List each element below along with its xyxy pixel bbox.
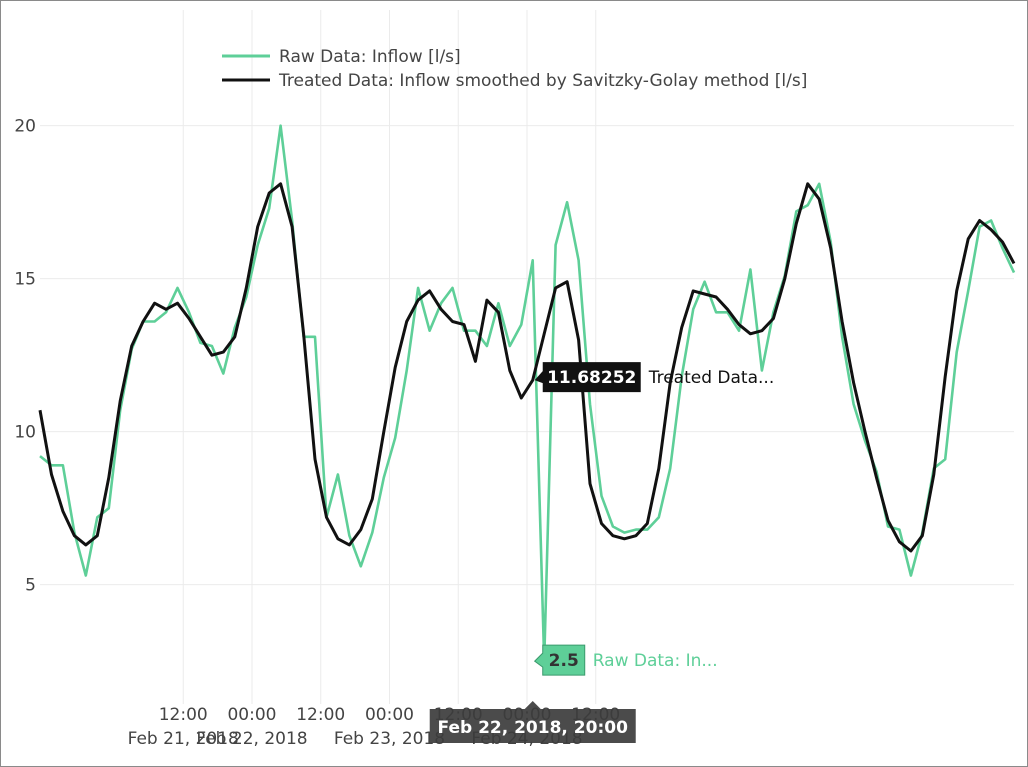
raw-data-line[interactable] bbox=[39, 124, 1016, 663]
y-tick-label: 10 bbox=[14, 423, 36, 443]
x-hover-box bbox=[429, 701, 636, 743]
x-tick-label: 12:00 bbox=[159, 705, 208, 725]
treated-hover-value: 11.68252 bbox=[547, 368, 636, 388]
x-tick-label: 00:00 bbox=[365, 705, 414, 725]
y-tick-label: 15 bbox=[14, 270, 36, 290]
legend-label[interactable]: Treated Data: Inflow smoothed by Savitzk… bbox=[278, 71, 807, 91]
treated-hover-label: 11.68252 Treated Data... bbox=[534, 362, 775, 393]
y-tick-label: 20 bbox=[14, 117, 36, 137]
hover-overlay: 11.68252 Treated Data... 2.5 Raw Data: In..… bbox=[429, 362, 775, 743]
x-tick-label: 00:00 bbox=[227, 705, 276, 725]
raw-hover-label: 2.5 Raw Data: In... bbox=[533, 644, 718, 676]
legend: Raw Data: Inflow [l/s] Treated Data: Infl… bbox=[222, 47, 807, 91]
x-tick-date-label: Feb 23, 2018 bbox=[334, 729, 445, 749]
raw-hover-box bbox=[533, 644, 586, 676]
x-tick-date-label: Feb 22, 2018 bbox=[196, 729, 307, 749]
x-tick-label: 12:00 bbox=[296, 705, 345, 725]
gridlines bbox=[40, 10, 1014, 704]
treated-data-line[interactable] bbox=[38, 182, 1016, 553]
raw-hover-value: 2.5 bbox=[549, 651, 579, 671]
x-hover-label: Feb 22, 2018, 20:00 bbox=[429, 701, 636, 743]
treated-hover-box bbox=[534, 362, 641, 393]
x-tick-date-label: Feb 21, 2018 bbox=[128, 729, 239, 749]
treated-hover-name: Treated Data... bbox=[648, 368, 775, 388]
x-hover-text: Feb 22, 2018, 20:00 bbox=[438, 718, 629, 738]
legend-label[interactable]: Raw Data: Inflow [l/s] bbox=[279, 47, 461, 67]
y-tick-label: 5 bbox=[25, 576, 36, 596]
raw-hover-name: Raw Data: In... bbox=[593, 651, 718, 671]
